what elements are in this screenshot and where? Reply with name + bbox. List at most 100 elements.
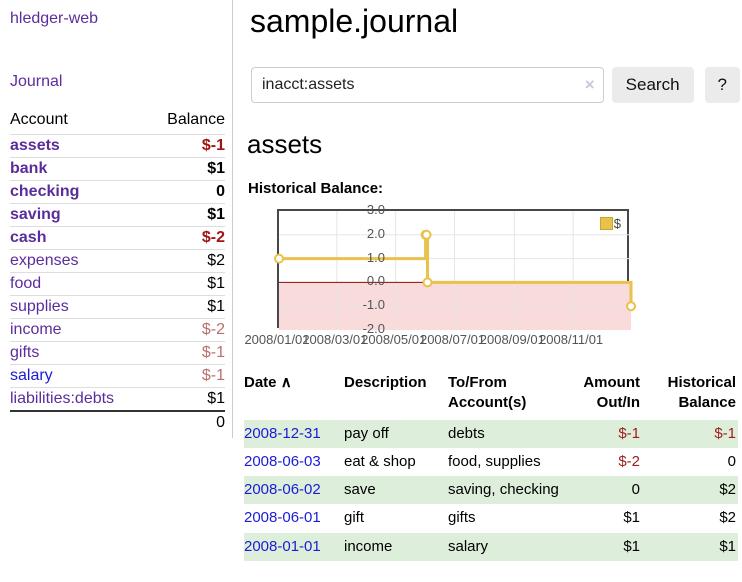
help-button[interactable]: ? — [704, 67, 740, 103]
y-axis-tick-label: -2.0 — [362, 321, 385, 336]
chart-plot-area: $ — [274, 209, 636, 330]
transaction-accounts: gifts — [448, 509, 476, 527]
account-link-saving[interactable]: saving — [10, 206, 61, 223]
account-row: bank $1 — [10, 157, 225, 181]
x-axis-tick-label: 2008/01/01 — [244, 332, 310, 347]
search-input[interactable] — [251, 67, 604, 103]
account-balance: $-1 — [148, 364, 225, 388]
register-row: 2008-01-01 income salary $1 $1 — [244, 532, 738, 561]
accounts-table: Account Balance assets $-1 bank $1 checking 0… — [10, 108, 225, 434]
accounts-header-account: Account — [10, 111, 68, 128]
transaction-date-link[interactable]: 2008-06-02 — [244, 481, 321, 498]
y-axis-tick-label: 3.0 — [366, 202, 385, 217]
transaction-description: eat & shop — [344, 452, 416, 470]
transaction-balance: $-1 — [648, 419, 738, 448]
transaction-accounts: food, supplies — [448, 452, 541, 470]
account-link-expenses[interactable]: expenses — [10, 252, 79, 269]
sidebar: hledger-web Journal Account Balance asse… — [0, 0, 233, 438]
account-balance: $1 — [148, 157, 225, 181]
account-link-liabilities-debts[interactable]: liabilities:debts — [10, 390, 115, 407]
transaction-accounts: salary — [448, 532, 568, 561]
transaction-amount: $1 — [623, 509, 640, 527]
register-header-accounts: To/From Account(s) — [448, 374, 527, 412]
app-brand-link[interactable]: hledger-web — [10, 10, 99, 27]
account-row: food $1 — [10, 272, 225, 296]
legend-swatch-icon — [599, 217, 613, 230]
account-link-bank[interactable]: bank — [10, 160, 48, 177]
register-row: 2008-12-31 pay off debts $-1 $-1 — [244, 419, 738, 448]
account-link-salary[interactable]: salary — [10, 367, 53, 384]
account-heading: assets — [247, 129, 323, 159]
x-axis-tick-label: 2008/07/01 — [419, 332, 486, 347]
account-balance: $1 — [148, 203, 225, 227]
search-button[interactable]: Search — [611, 67, 694, 103]
account-link-checking[interactable]: checking — [10, 183, 80, 200]
account-balance: $1 — [148, 387, 225, 411]
transaction-balance: $2 — [719, 509, 736, 527]
y-axis-tick-label: 0.0 — [366, 273, 385, 289]
legend-label: $ — [613, 216, 621, 231]
accounts-total-value: 0 — [148, 410, 225, 434]
transaction-date-link[interactable]: 2008-06-03 — [244, 452, 321, 470]
transaction-description: gift — [344, 509, 365, 527]
account-row: gifts $-1 — [10, 341, 225, 365]
transaction-date-link[interactable]: 2008-01-01 — [244, 537, 321, 555]
x-axis-tick-label: 2008/05/01 — [361, 332, 427, 347]
account-link-income[interactable]: income — [10, 321, 62, 338]
account-balance: $1 — [148, 295, 225, 319]
accounts-total-row: 0 — [10, 410, 225, 434]
account-link-assets[interactable]: assets — [10, 137, 60, 154]
account-row: cash $-2 — [10, 226, 225, 250]
transaction-date-link[interactable]: 2008-12-31 — [244, 424, 321, 442]
y-axis-tick-label: -1.0 — [362, 297, 385, 313]
register-row: 2008-06-02 save saving, checking 0 $2 — [244, 476, 738, 505]
account-balance: $-1 — [148, 341, 225, 365]
chart-legend: $ — [599, 216, 621, 231]
account-row: checking 0 — [10, 180, 225, 204]
account-balance: $1 — [148, 272, 225, 296]
account-row: saving $1 — [10, 203, 225, 227]
transaction-balance: $1 — [648, 532, 738, 561]
register-row: 2008-06-03 eat & shop food, supplies $-2 0 — [244, 448, 738, 476]
transaction-balance: $2 — [648, 476, 738, 505]
account-row: supplies $1 — [10, 295, 225, 319]
register-table: Date ∧ Description To/From Account(s) Am… — [244, 371, 738, 561]
main-content: sample.journal × Search ? assets Histori… — [244, 0, 740, 561]
historical-balance-chart: $ 3.0 2.0 1.0 0.0 -1.0 -2.0 2008/01/01 2008/03… — [244, 202, 740, 348]
transaction-amount: $1 — [568, 532, 648, 561]
accounts-header-balance: Balance — [167, 111, 225, 128]
account-link-cash[interactable]: cash — [10, 229, 47, 246]
account-balance: $-1 — [148, 134, 225, 158]
transaction-balance: 0 — [727, 452, 736, 470]
sidebar-item-journal[interactable]: Journal — [10, 73, 63, 90]
transaction-date-link[interactable]: 2008-06-01 — [244, 509, 321, 527]
account-row: expenses $2 — [10, 249, 225, 273]
account-row: liabilities:debts $1 — [10, 387, 225, 411]
transaction-accounts: debts — [448, 419, 568, 448]
clear-search-icon[interactable]: × — [584, 75, 595, 94]
transaction-amount: 0 — [568, 476, 648, 505]
transaction-description: income — [344, 532, 448, 561]
account-row: assets $-1 — [10, 134, 225, 158]
register-header-date[interactable]: Date ∧ — [244, 374, 292, 391]
transaction-accounts: saving, checking — [448, 476, 568, 505]
x-axis-tick-label: 2008/09/01 — [479, 332, 545, 347]
register-header-amount: Amount Out/In — [583, 374, 640, 412]
y-axis-tick-label: 2.0 — [366, 225, 385, 241]
search-form: × Search ? — [251, 67, 740, 103]
x-axis-tick-label: 2008/03/01 — [302, 332, 368, 347]
account-link-food[interactable]: food — [10, 275, 42, 292]
account-link-gifts[interactable]: gifts — [10, 344, 40, 361]
register-header-description: Description — [344, 374, 427, 391]
account-row: income $-2 — [10, 318, 225, 342]
register-header-balance: Historical Balance — [667, 374, 736, 412]
x-axis-tick-label: 2008/11/01 — [539, 332, 604, 347]
account-balance: $-2 — [148, 318, 225, 342]
transaction-description: pay off — [344, 419, 448, 448]
transaction-amount: $-2 — [618, 452, 640, 470]
register-row: 2008-06-01 gift gifts $1 $2 — [244, 504, 738, 532]
account-balance: $2 — [148, 249, 225, 273]
account-link-supplies[interactable]: supplies — [10, 298, 69, 315]
chart-heading: Historical Balance: — [248, 180, 384, 197]
transaction-amount: $-1 — [568, 419, 648, 448]
